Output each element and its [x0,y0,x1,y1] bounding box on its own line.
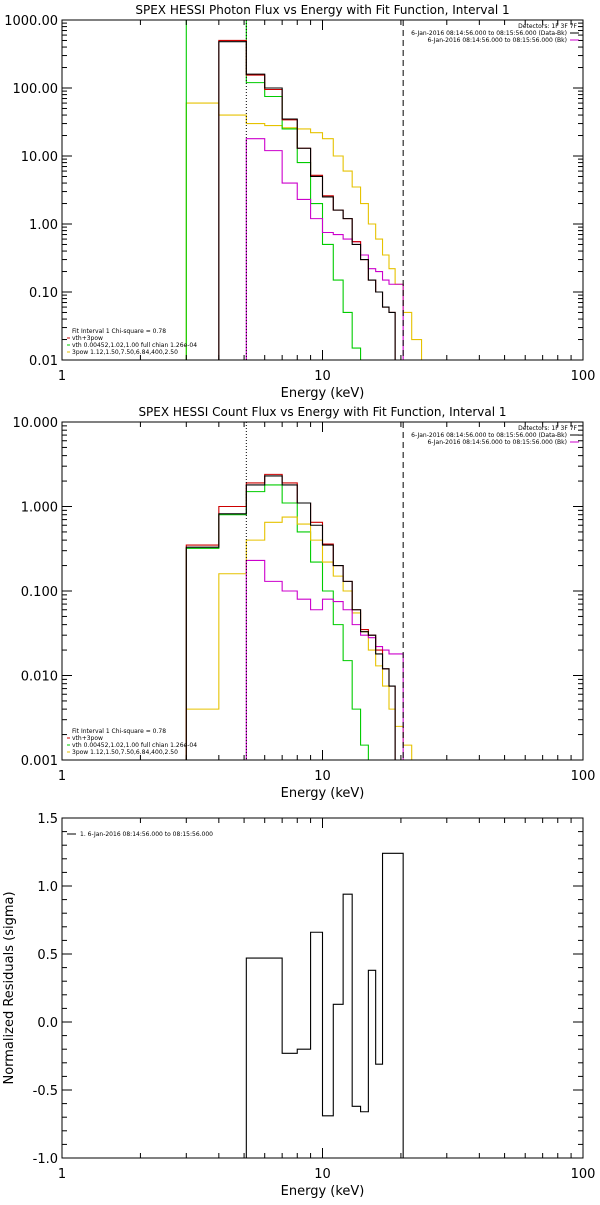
series-step-0 [245,852,404,1158]
chart-title: SPEX HESSI Count Flux vs Energy with Fit… [138,405,506,419]
y-tick-label: -1.0 [33,1152,58,1167]
y-tick-label: 0.0 [37,1016,58,1031]
y-tick-label: 1.000 [21,501,58,516]
legend-text: 1. 6-Jan-2016 08:14:56.000 to 08:15:56.0… [80,831,213,838]
legend-text: vth 0.00452,1.02,1.00 full chian 1.26e-0… [72,342,197,349]
series-step-0 [185,102,423,360]
y-tick-label: 10.00 [21,150,58,165]
legend-text: Fit Interval 1 Chi-square = 0.78 [72,728,166,735]
series-0-count [185,484,431,760]
x-tick-label: 100 [571,369,596,384]
y-tick-label: 1.00 [29,218,58,233]
info-text: Detectors: 1F 3F 7F [518,23,577,30]
y-tick-label: 0.01 [29,354,58,369]
legend-text: vth+3pow [72,735,103,742]
x-tick-label: 100 [571,1167,596,1182]
x-tick-label: 10 [314,1167,331,1182]
series-4-count [185,475,396,760]
y-tick-label: 1.0 [37,880,58,895]
y-tick-label: 100.00 [13,82,59,97]
y-tick-label: 0.001 [21,754,58,769]
series-step-0 [185,484,431,760]
x-axis-label: Energy (keV) [281,1184,365,1199]
x-tick-label: 100 [571,769,596,784]
series-4-photon [218,41,396,360]
info-text: 6-Jan-2016 08:14:56.000 to 08:15:56.000 … [427,37,567,44]
y-tick-label: 1.5 [37,812,58,827]
chart-title: SPEX HESSI Photon Flux vs Energy with Fi… [135,3,509,17]
series-step-3 [218,39,396,360]
legend-text: Fit Interval 1 Chi-square = 0.78 [72,328,166,335]
series-1-count [185,516,431,760]
x-tick-label: 1 [58,369,66,384]
series-1-photon [185,20,422,360]
x-axis-label: Energy (keV) [281,786,365,801]
info-text: 6-Jan-2016 08:14:56.000 to 08:15:56.000 … [411,30,567,37]
legend-text: 3pow 1.12,1.50,7.50,6.84,400,2.50 [72,749,178,756]
series-step-1 [185,20,422,360]
info-text: 6-Jan-2016 08:14:56.000 to 08:15:56.000 … [411,432,567,439]
y-tick-label: 10.000 [13,416,59,431]
series-2-count [245,559,404,760]
series-step-2 [245,559,404,760]
series-step-2 [245,138,404,360]
y-tick-label: 0.010 [21,670,58,685]
info-text: Detectors: 1F 3F 7F [518,425,577,432]
x-tick-label: 1 [58,1167,66,1182]
x-tick-label: 1 [58,769,66,784]
x-tick-label: 10 [314,769,331,784]
legend-text: vth+3pow [72,335,103,342]
x-tick-label: 10 [314,369,331,384]
series-3-photon [218,39,396,360]
series-0-photon [185,102,423,360]
series-0-resid [245,852,404,1158]
y-tick-label: 1000.00 [4,14,58,29]
x-axis-label: Energy (keV) [281,386,365,401]
y-tick-label: 0.100 [21,585,58,600]
y-tick-label: -0.5 [33,1084,58,1099]
y-tick-label: 0.5 [37,948,58,963]
y-tick-label: 0.10 [29,286,58,301]
y-axis-label: Normalized Residuals (sigma) [2,891,17,1084]
info-text: 6-Jan-2016 08:14:56.000 to 08:15:56.000 … [427,439,567,446]
legend-text: 3pow 1.12,1.50,7.50,6.84,400,2.50 [72,349,178,356]
series-step-4 [218,41,396,360]
series-step-4 [185,475,396,760]
series-step-1 [185,516,431,760]
legend-text: vth 0.00452,1.02,1.00 full chian 1.26e-0… [72,742,197,749]
series-2-photon [245,138,404,360]
